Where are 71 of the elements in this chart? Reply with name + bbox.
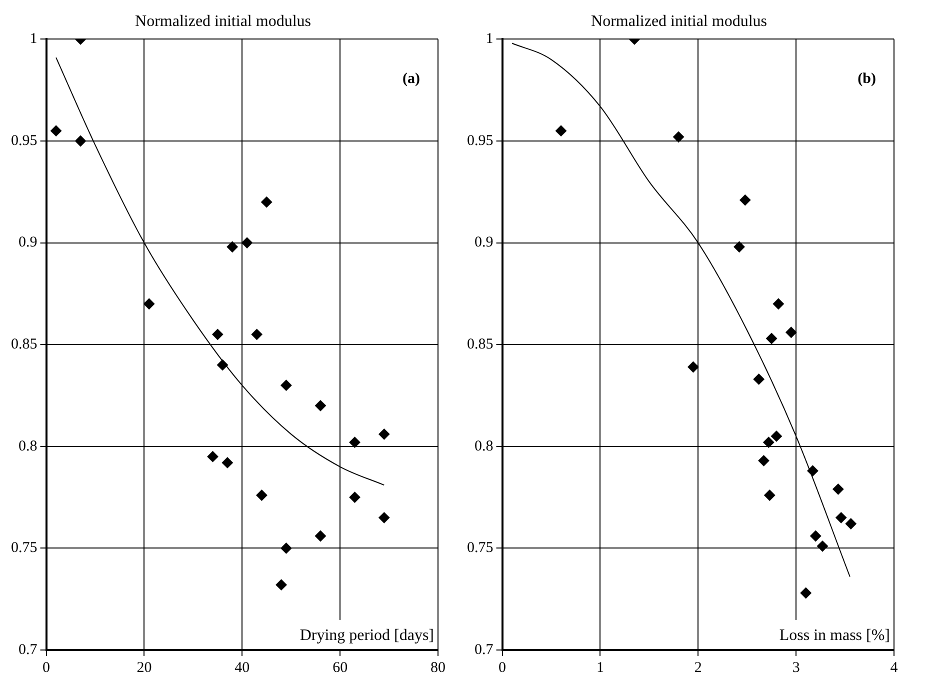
point: [763, 436, 774, 448]
x-tick-label: 4: [890, 660, 898, 676]
point: [786, 326, 797, 338]
point: [280, 542, 292, 554]
point: [276, 579, 287, 590]
point: [817, 540, 828, 552]
point: [740, 194, 751, 206]
y-tick-label: 0.7: [474, 642, 494, 658]
point: [280, 380, 292, 391]
point: [764, 490, 776, 501]
point: [349, 492, 360, 503]
point: [688, 361, 699, 372]
point: [222, 457, 233, 468]
x-tick-label: 80: [430, 660, 446, 676]
y-tick-label: 0.75: [11, 540, 38, 556]
y-tick-label: 0.85: [11, 336, 38, 353]
point: [314, 400, 326, 412]
y-tick-label: 0.85: [467, 336, 494, 353]
point: [212, 328, 224, 340]
y-tick-label: 0.8: [18, 438, 38, 454]
chart-title: Normalized initial modulus: [591, 12, 767, 30]
x-axis-title: Drying period [days]: [300, 627, 434, 644]
point: [242, 237, 253, 248]
point: [314, 530, 326, 542]
x-tick-label: 0: [498, 660, 506, 676]
chart-title: Normalized initial modulus: [135, 12, 311, 30]
x-tick-label: 60: [332, 660, 348, 676]
point: [772, 298, 784, 310]
annotation: (a): [402, 71, 420, 88]
point: [378, 428, 390, 440]
y-tick-label: 0.95: [467, 132, 494, 149]
point: [75, 136, 86, 146]
y-tick-label: 0.8: [474, 438, 494, 454]
point: [256, 490, 268, 501]
x-tick-label: 20: [136, 660, 152, 676]
x-tick-label: 1: [596, 660, 604, 676]
point: [261, 196, 272, 208]
point: [734, 241, 745, 252]
point: [50, 125, 62, 136]
point: [556, 125, 567, 136]
point: [766, 332, 778, 344]
y-tick-label: 0.7: [18, 642, 38, 658]
point: [217, 359, 228, 370]
y-tick-label: 0.9: [18, 234, 38, 251]
point: [207, 451, 218, 462]
point: [349, 436, 360, 448]
point: [845, 518, 856, 530]
x-tick-label: 40: [234, 660, 250, 676]
point: [832, 484, 844, 495]
point: [753, 374, 764, 385]
x-tick-label: 2: [694, 660, 702, 676]
point: [807, 465, 818, 476]
y-tick-label: 1: [30, 31, 38, 48]
annotation: (b): [858, 71, 876, 88]
y-tick-label: 0.9: [474, 234, 494, 251]
point: [770, 430, 782, 442]
point: [378, 512, 390, 524]
point: [673, 131, 684, 142]
point: [226, 241, 238, 252]
y-tick-label: 0.95: [11, 132, 38, 149]
y-tick-label: 1: [486, 31, 494, 48]
point: [144, 298, 155, 310]
x-tick-label: 0: [42, 660, 50, 676]
point: [758, 455, 770, 466]
point: [251, 328, 262, 340]
y-tick-label: 0.75: [467, 540, 494, 556]
point: [836, 512, 847, 524]
point: [800, 587, 812, 598]
x-tick-label: 3: [792, 660, 800, 676]
point: [810, 530, 822, 542]
x-axis-title: Loss in mass [%]: [779, 627, 890, 644]
